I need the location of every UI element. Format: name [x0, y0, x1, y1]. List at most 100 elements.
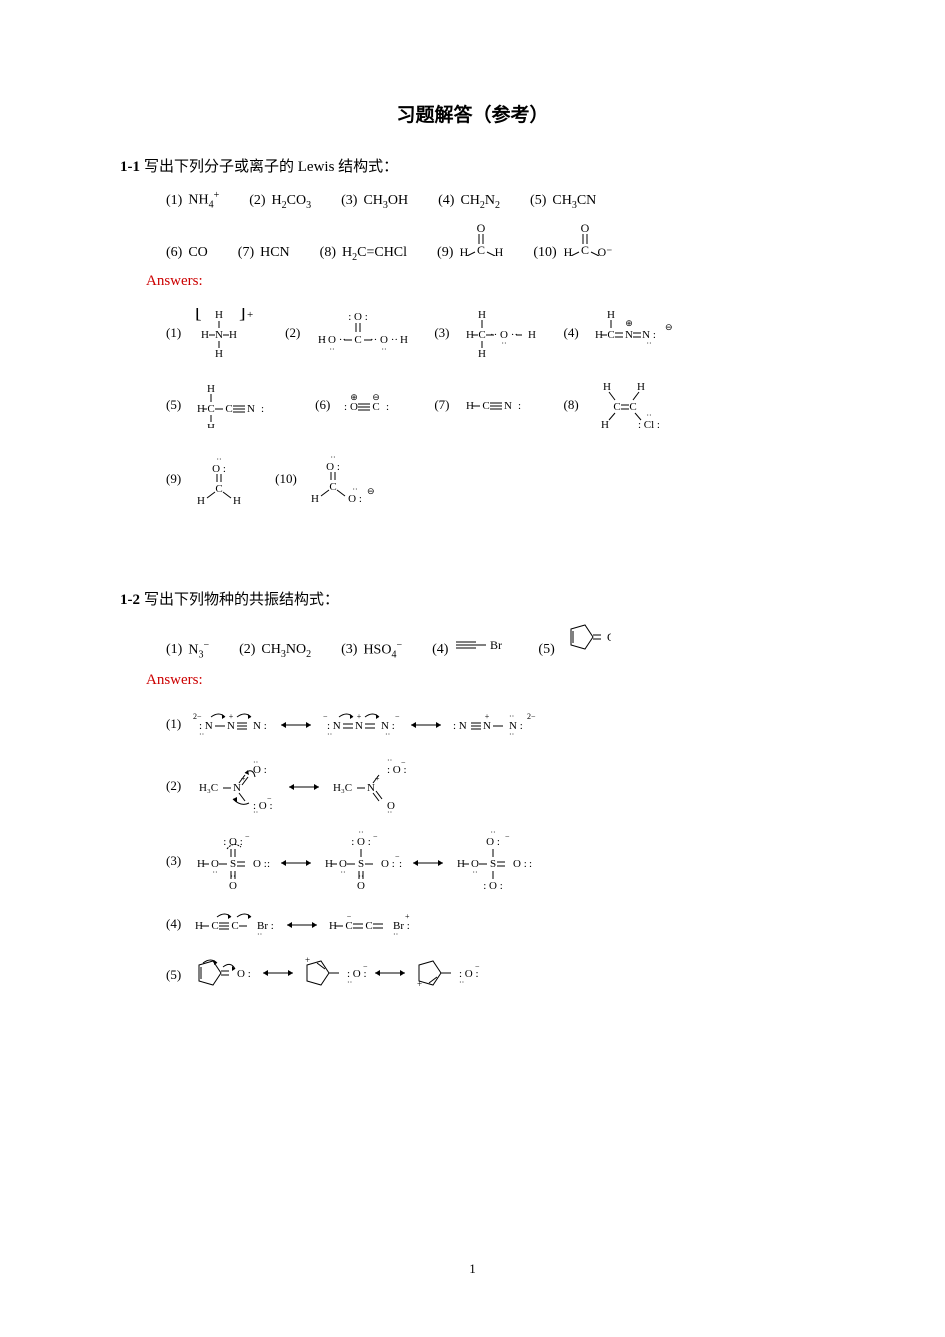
p1-item-7: (7) HCN [238, 245, 290, 261]
p1-ans-6-num: (6) [315, 397, 330, 413]
svg-text:: O :: : O : [351, 836, 371, 848]
svg-text:··: ·· [459, 978, 464, 987]
svg-text:C: C [482, 400, 489, 412]
p1-item-3-num: (3) [341, 193, 357, 209]
svg-text::: : [518, 400, 521, 412]
svg-text:O :: O : [237, 968, 251, 980]
svg-text:+: + [485, 712, 490, 721]
p2-item-2-formula: CH3NO2 [261, 642, 311, 660]
azide-resonance-icon: 2− : N N + N : ·· − : N N + N : − ···· :… [189, 707, 609, 741]
svg-text:N: N [215, 329, 223, 341]
p2-item-5-num: (5) [538, 642, 554, 658]
svg-text::: : [261, 403, 264, 415]
svg-text:C: C [373, 401, 380, 413]
svg-text:C: C [478, 329, 485, 341]
p1-item-4-formula: CH2N2 [460, 193, 500, 211]
p1-item-2-num: (2) [249, 193, 265, 209]
svg-text:H: H [637, 381, 645, 393]
svg-text:N: N [483, 720, 491, 732]
p1-ans-7: (7) H C N : [434, 393, 537, 417]
p1-ans-2-num: (2) [285, 325, 300, 341]
p1-answers-label: Answers: [146, 273, 825, 290]
svg-text::: : [267, 858, 270, 870]
alkyne-br-icon: Br [454, 637, 508, 653]
svg-text:C: C [232, 920, 239, 932]
p1-item-7-formula: HCN [260, 245, 290, 261]
svg-text:O: O [350, 401, 358, 413]
p1-ans-9-num: (9) [166, 471, 181, 487]
hcn-lewis-icon: H C N : [458, 393, 538, 417]
svg-text:−: − [475, 962, 480, 971]
p2-item-4: (4) Br [432, 637, 508, 658]
svg-text:O: O [357, 880, 365, 891]
svg-text:N: N [355, 720, 363, 732]
p2-answers-label: Answers: [146, 672, 825, 689]
svg-text:⊕: ⊕ [625, 318, 633, 328]
problem-1-1: 1-1 写出下列分子或离子的 Lewis 结构式： [120, 155, 825, 176]
p1-ans-3: (3) H H C H ·· O ·· H ·· [434, 308, 537, 358]
svg-text:··: ·· [347, 978, 352, 987]
svg-text:··: ·· [199, 730, 204, 739]
svg-text::: : [399, 858, 402, 870]
page-title: 习题解答（参考） [120, 100, 825, 127]
svg-text:H₃C: H₃C [199, 782, 218, 794]
svg-text:Br: Br [490, 638, 502, 652]
svg-text:+: + [357, 712, 362, 721]
p2-ans-5-num: (5) [166, 967, 181, 983]
svg-text:⊖: ⊖ [373, 392, 381, 402]
svg-text:H: H [528, 329, 536, 341]
p1-ans-4: (4) H H C N ⊕ N : ⊖ ·· [564, 308, 677, 358]
nh4-lewis-icon: [ H H N H H ] + [189, 308, 259, 358]
p2-item-5: (5) O [538, 623, 610, 658]
co-lewis-icon: : O ⊕ C ⊖ : [338, 390, 408, 420]
svg-text:C: C [212, 920, 219, 932]
svg-text:: Cl :: : Cl : [638, 419, 660, 430]
svg-text:H: H [233, 495, 241, 504]
p1-item-4: (4) CH2N2 [438, 193, 500, 211]
svg-text:N: N [625, 329, 633, 341]
svg-text:C: C [355, 334, 362, 346]
svg-text:H: H [201, 329, 209, 341]
p1-items-row2: (6) CO (7) HCN (8) H2C=CHCl (9) O C H H … [166, 222, 825, 263]
p2-ans-4-num: (4) [166, 916, 181, 932]
svg-text:C: C [581, 243, 589, 256]
svg-text:−: − [505, 832, 510, 841]
svg-text:S: S [358, 858, 364, 870]
svg-text:: N: : N [453, 720, 467, 732]
svg-text:−: − [245, 832, 250, 841]
svg-text:S: S [230, 858, 236, 870]
svg-text:−: − [347, 912, 352, 921]
p1-item-6: (6) CO [166, 245, 208, 261]
svg-text:: O :: : O : [223, 836, 243, 848]
svg-text:H: H [607, 309, 615, 321]
svg-text:··: ·· [327, 730, 332, 739]
p1-ans-10: (10) ·· O : C H O : ⊖ ·· ·· [275, 452, 375, 506]
p1-ans-9: (9) ·· O : C H H [166, 454, 249, 504]
p1-ans-8-num: (8) [564, 397, 579, 413]
svg-text:··: ·· [352, 485, 357, 494]
p1-ans-2: (2) : O : H ·· O ·· C ·· O ·· H ·· ·· [285, 308, 408, 358]
svg-text:··: ·· [501, 339, 506, 348]
svg-text:O: O [580, 222, 589, 235]
svg-text:O⁻: O⁻ [597, 245, 612, 256]
p1-item-5-formula: CH3CN [552, 193, 596, 211]
svg-text:−: − [401, 759, 406, 767]
svg-text:··: ·· [509, 712, 514, 721]
svg-text:C: C [329, 481, 336, 493]
p2-ans-3: (3) H O·· S : O :− O·· O : : H O·· S : O… [166, 831, 825, 891]
svg-text:··: ·· [385, 730, 390, 739]
p1-ans-1: (1) [ H H N H H ] + [166, 308, 259, 358]
p2-items-row: (1) N3− (2) CH3NO2 (3) HSO4− (4) Br (5) … [166, 623, 825, 660]
svg-text:H: H [311, 493, 319, 505]
svg-text:C: C [216, 483, 223, 495]
p2-ans-4: (4) H C C Br :·· H C− C Br :+ ·· [166, 909, 825, 939]
svg-text:O :: O : [212, 463, 226, 475]
p1-answers-row1: (1) [ H H N H H ] + (2) : O : H ·· O ·· … [166, 308, 825, 358]
svg-text:C: C [629, 401, 636, 413]
svg-text:··: ·· [213, 868, 218, 877]
svg-text:H: H [495, 245, 503, 256]
p2-ans-2: (2) H₃C N + O :·· : O :− ·· H₃C N + : O … [166, 759, 825, 813]
p1-item-10-num: (10) [533, 245, 556, 261]
ch3cn-lewis-icon: H H C H C N : [189, 382, 289, 428]
svg-text:N: N [247, 403, 255, 415]
